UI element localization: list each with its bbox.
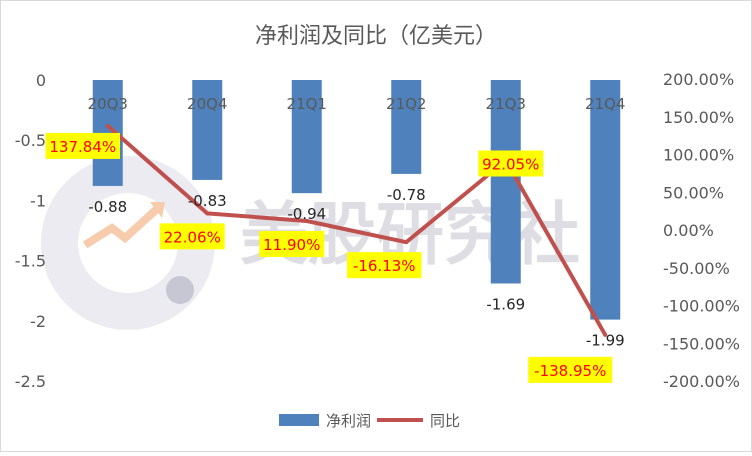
bar-series	[92, 80, 621, 320]
right-tick-label: -100.00%	[663, 297, 740, 316]
line-data-label-group: -138.95%	[528, 356, 613, 383]
right-tick-label: 200.00%	[663, 70, 734, 89]
label-highlight	[159, 223, 225, 250]
legend-swatch-bar	[279, 414, 319, 426]
watermark-logo	[41, 156, 215, 330]
bar	[192, 80, 223, 180]
label-highlight	[478, 150, 544, 177]
line-data-labels: 137.84% 22.06% 11.90% -16.13% 92.05% -138.95%	[45, 132, 613, 383]
right-tick-label: -200.00%	[663, 372, 740, 391]
label-highlight	[528, 356, 613, 383]
x-tick-label: 20Q3	[88, 95, 128, 113]
x-tick-label: 21Q1	[287, 95, 327, 113]
line-data-label-group: -16.13%	[347, 252, 422, 279]
line-data-label: 137.84%	[49, 138, 116, 156]
line-series	[105, 123, 608, 337]
line-data-label-group: 92.05%	[478, 150, 544, 177]
line-data-label-group: 137.84%	[45, 132, 120, 159]
right-tick-label: -150.00%	[663, 334, 740, 353]
line-point	[105, 123, 110, 128]
line-data-label: 11.90%	[263, 236, 320, 254]
right-axis: 200.00% 150.00% 100.00% 50.00% 0.00% -50.00% -…	[663, 70, 740, 391]
left-axis: 0 -0.5 -1 -1.5 -2 -2.5	[15, 71, 46, 391]
label-highlight	[347, 252, 422, 279]
label-highlight	[259, 231, 325, 258]
left-tick-label: 0	[36, 71, 46, 90]
bar-data-label: -0.88	[88, 198, 127, 216]
right-tick-label: -50.00%	[663, 259, 730, 278]
bar	[391, 80, 422, 174]
x-axis-labels: 20Q3 20Q4 21Q1 21Q2 21Q3 21Q4	[88, 95, 626, 113]
line-point	[304, 219, 309, 224]
right-tick-label: 100.00%	[663, 146, 734, 165]
left-tick-label: -0.5	[15, 131, 46, 150]
bar-data-label: -0.78	[387, 186, 426, 204]
line-data-label-group: 11.90%	[259, 231, 325, 258]
line-point	[205, 211, 210, 216]
line-data-label: 92.05%	[482, 156, 539, 174]
bar-data-label: -1.69	[486, 295, 525, 313]
bar-data-labels: -0.88 -0.83 -0.94 -0.78 -1.69 -1.99	[88, 186, 624, 350]
right-tick-label: 50.00%	[663, 183, 724, 202]
bar-data-label: -1.99	[586, 332, 625, 350]
line-point	[404, 240, 409, 245]
bar	[291, 80, 322, 194]
legend-label-line: 同比	[430, 412, 460, 430]
line-data-label: 22.06%	[164, 228, 221, 246]
legend-label-bar: 净利润	[326, 412, 371, 430]
chart-title: 净利润及同比（亿美元）	[255, 24, 497, 49]
line-data-label: -16.13%	[353, 257, 416, 275]
left-tick-label: -2.5	[15, 372, 46, 391]
x-tick-label: 21Q3	[486, 95, 526, 113]
label-highlight	[45, 132, 120, 159]
left-tick-label: -1	[30, 191, 46, 210]
bar-data-label: -0.83	[188, 192, 227, 210]
legend: 净利润 同比	[279, 412, 460, 430]
right-tick-label: 150.00%	[663, 108, 734, 127]
left-tick-label: -2	[30, 312, 46, 331]
yoy-line	[106, 124, 607, 336]
line-point	[603, 332, 608, 337]
left-tick-label: -1.5	[15, 252, 46, 271]
line-data-label: -138.95%	[534, 362, 606, 380]
right-tick-label: 0.00%	[663, 221, 714, 240]
x-tick-label: 20Q4	[187, 95, 227, 113]
line-data-label-group: 22.06%	[159, 223, 225, 250]
bar	[590, 80, 621, 320]
x-tick-label: 21Q4	[585, 95, 625, 113]
x-tick-label: 21Q2	[386, 95, 426, 113]
bar-data-label: -0.94	[287, 205, 326, 223]
